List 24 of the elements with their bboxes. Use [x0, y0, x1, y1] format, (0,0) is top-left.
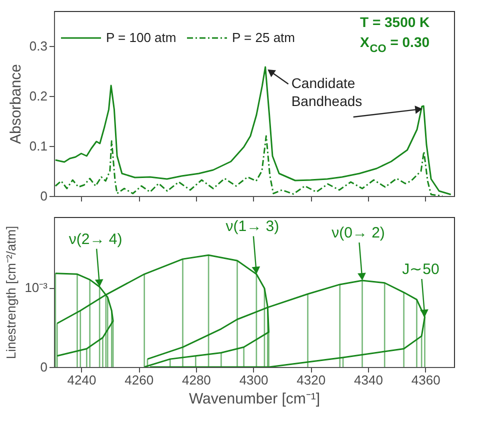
x-tick-label: 4240: [67, 372, 96, 388]
annotation: ν(1→ 3): [226, 218, 280, 236]
annotation: Candidate Bandheads: [291, 75, 362, 109]
y-axis-title: Linestrength [cm⁻²/atm]: [4, 226, 19, 360]
x-tick-label: 4280: [182, 372, 211, 388]
y-tick-label: 0: [40, 360, 48, 374]
y-tick-label: 0: [40, 188, 48, 204]
annotation: ν(0→ 2): [332, 224, 385, 242]
annotation: ν(2→ 4): [68, 230, 122, 248]
annotation: T = 3500 K: [360, 14, 430, 30]
x-tick-label: 4300: [239, 372, 268, 388]
x-tick-label: 4360: [411, 372, 440, 388]
legend-label: P = 25 atm: [232, 30, 295, 45]
x-tick-label: 4320: [296, 372, 326, 388]
x-tick-label: 4340: [354, 372, 383, 388]
legend-label: P = 100 atm: [106, 30, 176, 45]
y-tick-label: 0.1: [29, 138, 48, 154]
y-tick-label: 0.3: [29, 38, 48, 54]
y-tick-label: 10⁻³: [24, 280, 48, 296]
y-tick-label: 0.2: [29, 88, 48, 104]
annotation: J∼50: [402, 261, 440, 278]
y-axis-title: Absorbance: [7, 64, 24, 144]
x-axis-title: Wavenumber [cm⁻¹]: [188, 390, 320, 408]
x-tick-label: 4260: [124, 372, 154, 388]
